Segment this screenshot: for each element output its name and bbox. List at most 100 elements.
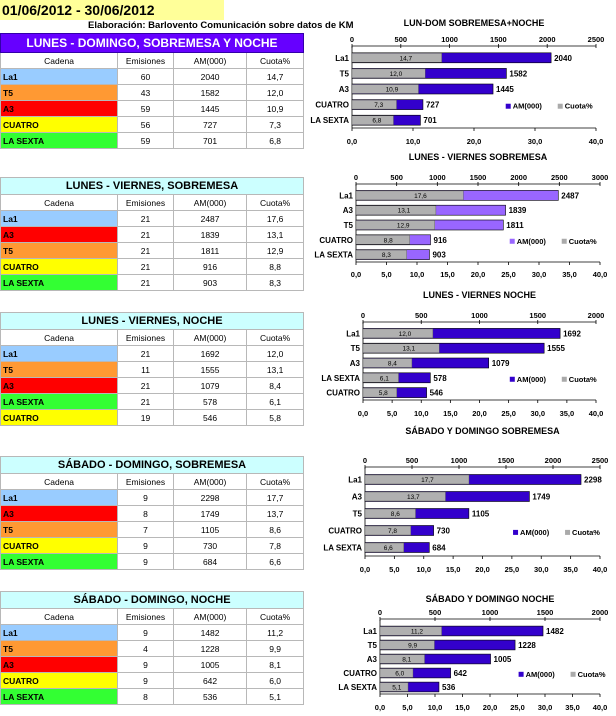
bottom-axis-tick-label: 25,0	[501, 409, 516, 418]
top-axis-tick-label: 1000	[451, 456, 468, 465]
bottom-axis-tick-label: 35,0	[565, 703, 580, 712]
am-value-label: 684	[432, 544, 446, 553]
cuota-bar	[364, 525, 412, 536]
bottom-axis-tick-label: 25,0	[501, 270, 516, 279]
am-value-label: 730	[437, 527, 451, 536]
legend-label-cuota: Cuota%	[565, 102, 593, 111]
top-axis-tick-label: 2000	[592, 608, 609, 617]
am-value-label: 701	[423, 116, 437, 125]
legend-swatch-am	[505, 103, 511, 109]
value-cell: 9	[117, 553, 174, 570]
bottom-axis-tick-label: 40,0	[589, 137, 604, 146]
bottom-axis-tick-label: 40,0	[589, 409, 604, 418]
cuota-value-label: 17,6	[414, 193, 427, 200]
top-axis-tick-label: 1500	[537, 608, 554, 617]
am-value-label: 1555	[547, 344, 565, 353]
cuota-bar	[351, 99, 397, 110]
cuota-value-label: 5,1	[392, 685, 401, 692]
cuota-value-label: 12,0	[390, 71, 403, 78]
cuota-bar	[362, 343, 440, 353]
category-label: CUATRO	[328, 527, 362, 536]
table-title: SÁBADO - DOMINGO, NOCHE	[0, 591, 304, 609]
bottom-axis-tick-label: 40,0	[593, 703, 608, 712]
value-cell: 701	[172, 132, 248, 149]
top-axis-tick-label: 1000	[441, 35, 458, 44]
bar-chart-5: SÁBADO Y DOMINGO NOCHE 0 500 1000 1500 2000 0,…	[338, 594, 608, 712]
legend-swatch-cuota	[557, 103, 563, 109]
cuota-value-label: 14,7	[399, 55, 412, 62]
value-cell: 684	[172, 553, 248, 570]
value-cell: 19	[117, 409, 174, 426]
cuota-bar	[355, 205, 437, 215]
top-axis-tick-label: 0	[350, 35, 354, 44]
value-cell: 5,1	[246, 688, 304, 705]
am-value-label: 546	[430, 389, 444, 398]
bar-chart-2: LUNES - VIERNES SOBREMESA 0 500 1000 1500 200…	[314, 152, 608, 279]
category-label: CUATRO	[315, 101, 349, 110]
legend-label-cuota: Cuota%	[569, 375, 597, 384]
value-cell: 536	[172, 688, 248, 705]
am-value-label: 536	[442, 683, 456, 692]
legend-label-am: AM(000)	[513, 102, 543, 111]
cuota-value-label: 6,8	[372, 118, 381, 125]
cuota-value-label: 13,1	[402, 346, 415, 353]
bottom-axis-tick-label: 15,0	[446, 565, 461, 574]
category-label: LA SEXTA	[323, 544, 362, 553]
category-label: A3	[352, 493, 363, 502]
bottom-axis-tick-label: 10,0	[428, 703, 443, 712]
top-axis-tick-label: 1500	[470, 173, 487, 182]
top-axis-tick-label: 1000	[471, 311, 488, 320]
category-label: A3	[350, 359, 361, 368]
bottom-axis-tick-label: 40,0	[593, 270, 608, 279]
cuota-value-label: 8,3	[382, 252, 391, 259]
category-label: T5	[353, 510, 363, 519]
value-cell: 21	[117, 274, 174, 291]
bottom-axis-tick-label: 5,0	[389, 565, 399, 574]
bottom-axis-tick-label: 35,0	[560, 409, 575, 418]
category-label: T5	[344, 221, 354, 230]
category-label: T5	[368, 641, 378, 650]
cuota-value-label: 17,7	[421, 477, 434, 484]
table-title: LUNES - VIERNES, SOBREMESA	[0, 177, 304, 195]
table-row: CUATRO 19 546 5,8	[0, 409, 304, 426]
am-value-label: 2487	[561, 191, 579, 200]
table-row: LA SEXTA 59 701 6,8	[0, 132, 304, 149]
bottom-axis-tick-label: 10,0	[410, 270, 425, 279]
cuota-value-label: 11,2	[411, 629, 424, 636]
bottom-axis-tick-label: 35,0	[562, 270, 577, 279]
cuota-value-label: 5,8	[379, 390, 388, 397]
table-row: CUATRO 9 642 6,0	[0, 672, 304, 689]
bottom-axis-tick-label: 0,0	[358, 409, 368, 418]
channel-cell: La1	[0, 489, 119, 506]
top-axis-tick-label: 2500	[592, 456, 609, 465]
cuota-value-label: 8,4	[388, 361, 397, 368]
cuota-bar	[355, 190, 464, 201]
table-row: LA SEXTA 21 578 6,1	[0, 393, 304, 410]
top-axis-tick-label: 3000	[592, 173, 609, 182]
table-row: T5 4 1228 9,9	[0, 640, 304, 657]
channel-cell: LA SEXTA	[0, 274, 119, 291]
bottom-axis-tick-label: 30,0	[538, 703, 553, 712]
channel-cell: La1	[0, 68, 119, 85]
channel-cell: CUATRO	[0, 116, 119, 133]
bottom-axis-tick-label: 30,0	[530, 409, 545, 418]
bar-chart-3: LUNES - VIERNES NOCHE 0 500 1000 1500 2000 0,0…	[321, 290, 604, 418]
bottom-axis-tick-label: 20,0	[475, 565, 490, 574]
cuota-bar	[379, 654, 425, 664]
cuota-value-label: 7,8	[388, 528, 397, 535]
top-axis-tick-label: 500	[406, 456, 419, 465]
cuota-bar	[379, 668, 414, 678]
top-axis-tick-label: 1000	[429, 173, 446, 182]
top-axis-tick-label: 2000	[588, 311, 605, 320]
cuota-value-label: 6,1	[380, 375, 389, 382]
bottom-axis-tick-label: 20,0	[471, 270, 486, 279]
am-value-label: 1005	[494, 655, 512, 664]
top-axis-tick-label: 1500	[490, 35, 507, 44]
top-axis-tick-label: 500	[390, 173, 403, 182]
bottom-axis-tick-label: 30,0	[532, 270, 547, 279]
value-cell: 727	[172, 116, 248, 133]
cuota-value-label: 6,6	[384, 545, 393, 552]
channel-cell: A3	[0, 100, 119, 117]
category-label: A3	[339, 85, 350, 94]
channel-cell: La1	[0, 210, 119, 227]
